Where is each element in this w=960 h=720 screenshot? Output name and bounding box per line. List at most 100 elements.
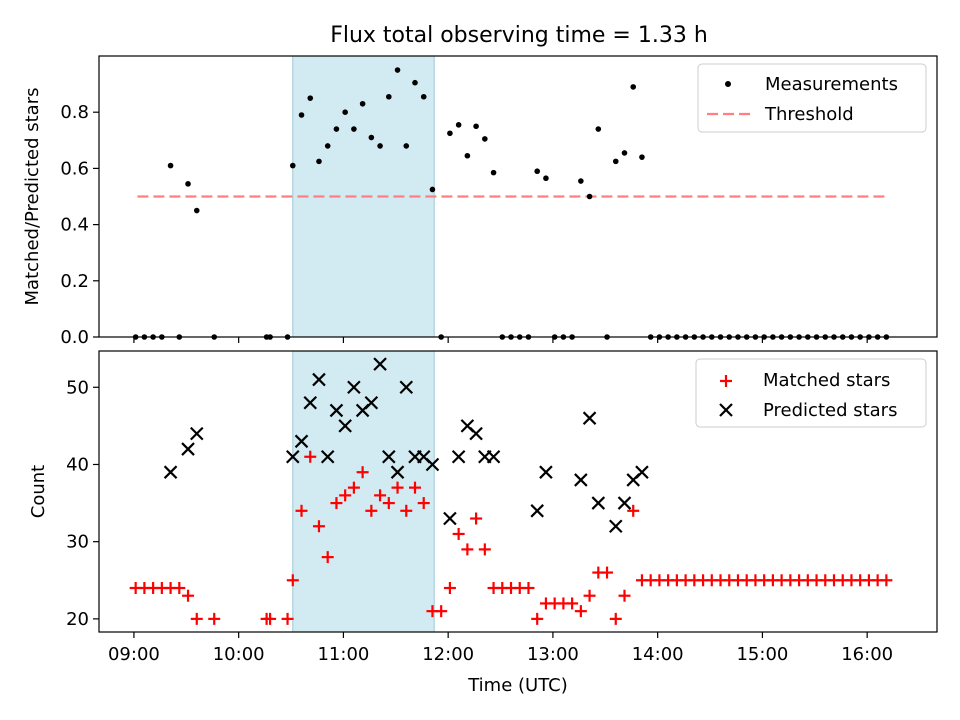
predicted-star-point [294,434,309,449]
matched-star-point [374,489,387,502]
matched-star-point [452,527,465,540]
measurement-point [333,126,340,132]
measurement-point [193,207,200,214]
measurement-point [377,143,383,149]
matched-star-point [208,612,221,625]
matched-star-point [443,581,456,594]
predicted-star-point [347,380,361,395]
predicted-star-point [486,449,501,464]
matched-star-point [478,543,491,556]
predicted-star-point [469,426,483,441]
x-tick-label: 10:00 [213,644,265,665]
legend-matched-label: Matched stars [763,370,890,391]
top-y-axis-label: Matched/Predicted stars [22,88,43,306]
top-legend: Measurements Threshold [697,63,927,133]
measurement-point [534,168,541,175]
matched-star-point [295,504,308,517]
chart-title: Flux total observing time = 1.33 h [330,23,708,48]
measurement-point [289,162,296,169]
top-x-axis-ticks [133,337,868,343]
y-tick-label: 0.8 [60,102,89,123]
measurement-point [420,93,427,100]
y-tick-label: 30 [66,532,89,553]
predicted-star-point [451,449,466,464]
predicted-star-point [399,380,414,395]
y-tick-label: 0.0 [60,327,89,348]
measurement-point [543,175,549,182]
predicted-star-point [539,465,553,479]
predicted-stars-points [163,357,649,534]
matched-star-point [574,605,587,618]
bottom-axes-frame [98,350,938,633]
matched-star-point [408,481,421,494]
predicted-star-point [329,403,344,418]
bottom-y-axis-ticks: 20 30 40 50 [66,377,99,630]
matched-star-point [400,504,413,517]
measurement-point [630,84,637,90]
measurement-point [386,93,392,100]
matched-star-point [601,566,614,579]
measurement-point [307,95,314,101]
bottom-legend: Matched stars Predicted stars [695,358,927,428]
matched-star-point [435,605,448,618]
matched-star-point [618,589,631,602]
measurement-point [639,154,645,160]
matched-star-point [321,551,334,564]
measurement-point [455,122,462,128]
matched-star-point [583,589,596,602]
measurement-point [167,162,174,169]
measurement-point [595,126,602,132]
measurement-point [368,134,375,141]
matched-star-point [173,581,186,594]
x-tick-label: 11:00 [317,644,369,665]
bottom-x-axis-ticks: 09:00 10:00 11:00 12:00 13:00 14:00 15:00 16:00 [108,632,893,665]
matched-star-point [339,489,352,502]
matched-star-point [880,574,893,587]
measurement-point [351,126,357,132]
measurement-point [342,109,348,115]
measurement-point [298,112,305,118]
legend-predicted-label: Predicted stars [763,400,897,421]
y-tick-label: 50 [66,377,89,398]
legend-measurements-label: Measurements [765,74,898,95]
measurement-point [490,169,497,176]
measurement-point [394,67,401,73]
predicted-star-point [530,504,544,518]
measurement-point [482,136,488,142]
matched-star-point [190,612,203,625]
measurement-point [316,158,322,165]
predicted-star-point [591,496,606,510]
measurement-point [324,143,331,149]
predicted-star-point [582,411,597,425]
measurement-point [185,181,191,187]
predicted-star-point [425,457,440,472]
measurement-point [403,143,410,149]
predicted-star-point [181,442,195,456]
measurement-points [132,67,890,340]
measurement-point [464,152,471,159]
matched-star-point [382,497,395,510]
predicted-star-point [364,395,379,410]
matched-star-point [281,612,294,625]
predicted-star-point [338,419,352,433]
y-tick-label: 0.6 [60,158,89,179]
predicted-star-point [303,395,318,410]
predicted-star-point [443,511,457,526]
x-tick-label: 09:00 [108,644,160,665]
predicted-star-point [635,465,649,479]
matched-star-point [609,612,622,625]
measurement-point [429,186,436,193]
top-panel: 0.00.20.40.60.8 Matched/Predicted stars … [22,55,938,348]
matched-stars-points [129,450,893,625]
matched-star-point [522,581,535,594]
x-axis-label: Time (UTC) [467,675,568,696]
predicted-star-point [390,465,405,479]
measurement-point [447,130,453,137]
matched-star-point [365,504,378,517]
y-tick-label: 0.4 [60,215,89,236]
predicted-star-point [617,496,632,510]
measurement-point [473,123,479,130]
bottom-panel: 20 30 40 50 09:00 10:00 11:00 12:00 13:00 14:00 1… [28,350,938,696]
predicted-star-point [373,357,387,371]
